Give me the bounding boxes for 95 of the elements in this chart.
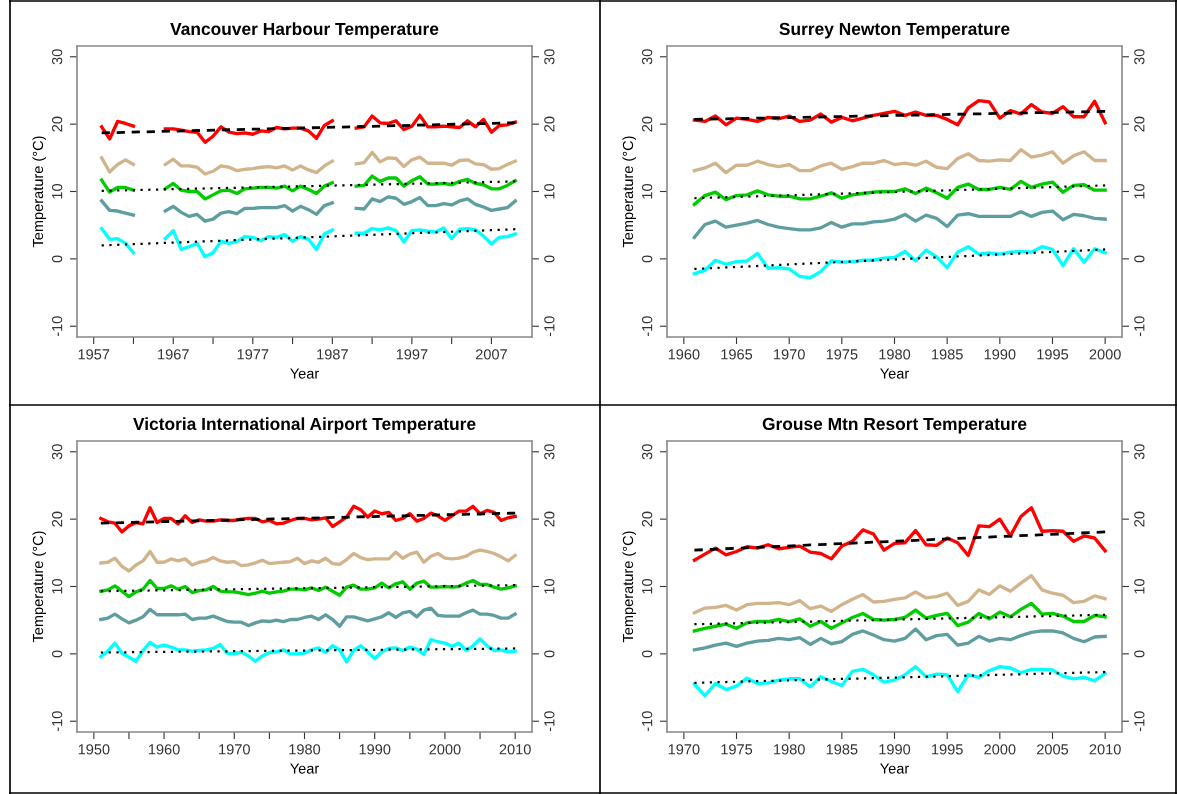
y2-tick-label: 30 — [544, 444, 555, 460]
x-tick-label: 1980 — [289, 744, 321, 755]
x-tick-label: 1950 — [78, 744, 110, 755]
line-series — [692, 148, 1107, 175]
line-series — [99, 548, 517, 573]
y-tick-label: 10 — [641, 183, 653, 199]
y-tick-label: 30 — [51, 444, 63, 460]
y-tick-label: 0 — [641, 650, 653, 658]
x-tick-label: 1975 — [721, 744, 753, 755]
x-tick-label: 1975 — [826, 349, 858, 360]
x-tick-label: 2000 — [984, 744, 1016, 755]
y-axis-title: Temperature (°C) — [622, 531, 637, 643]
line-series — [692, 574, 1107, 615]
y-tick-label: 20 — [641, 511, 653, 527]
y2-tick-label: 0 — [1134, 255, 1145, 263]
y-tick-label: 0 — [51, 255, 63, 263]
y2-tick-label: -10 — [1134, 316, 1145, 337]
y-tick-label: 10 — [51, 578, 63, 594]
y2-tick-label: -10 — [544, 711, 555, 732]
x-tick-label: 1970 — [668, 744, 700, 755]
x-tick-label: 1957 — [78, 349, 110, 360]
y-tick-label: 20 — [51, 116, 63, 132]
line-series — [692, 209, 1107, 239]
y2-tick-label: 20 — [544, 116, 555, 132]
y2-tick-label: 10 — [1134, 183, 1145, 199]
y-axis-title: Temperature (°C) — [32, 136, 47, 248]
x-tick-label: 2010 — [1089, 744, 1121, 755]
y-tick-label: 10 — [641, 578, 653, 594]
x-tick-label: 1990 — [984, 349, 1016, 360]
x-tick-label: 2010 — [499, 744, 531, 755]
x-axis-title: Year — [290, 368, 319, 379]
y-axis-title: Temperature (°C) — [622, 136, 637, 248]
y2-tick-label: -10 — [1134, 711, 1145, 732]
y2-tick-label: 30 — [1134, 49, 1145, 65]
y2-tick-label: 20 — [1134, 116, 1145, 132]
x-tick-label: 1987 — [317, 349, 348, 360]
y-tick-label: 0 — [641, 255, 653, 263]
line-series — [692, 627, 1107, 652]
y2-tick-label: 0 — [544, 255, 555, 263]
x-tick-label: 1985 — [932, 349, 963, 360]
x-tick-label: 2000 — [429, 744, 461, 755]
x-tick-label: 2000 — [1089, 349, 1121, 360]
y2-tick-label: -10 — [544, 316, 555, 337]
chart-title: Vancouver Harbour Temperature — [170, 22, 439, 39]
chart-title: Surrey Newton Temperature — [779, 22, 1010, 39]
x-tick-label: 1997 — [396, 349, 428, 360]
line-series — [692, 506, 1107, 562]
y-tick-label: -10 — [51, 316, 63, 337]
line-series — [99, 578, 517, 599]
x-axis-title: Year — [880, 368, 909, 379]
x-axis-title: Year — [290, 763, 319, 774]
y2-tick-label: 10 — [544, 578, 555, 594]
x-tick-label: 1990 — [879, 744, 911, 755]
line-series — [99, 637, 517, 664]
x-tick-label: 1990 — [359, 744, 391, 755]
chart-title: Victoria International Airport Temperature — [133, 417, 476, 434]
y-tick-label: 0 — [51, 650, 63, 658]
x-tick-label: 1980 — [774, 744, 805, 755]
x-axis-title: Year — [880, 763, 909, 774]
y2-tick-label: 20 — [1134, 511, 1145, 527]
y-tick-label: 10 — [51, 183, 63, 199]
y2-tick-label: 10 — [544, 183, 555, 199]
x-tick-label: 1980 — [879, 349, 911, 360]
x-tick-label: 1967 — [158, 349, 189, 360]
x-tick-label: 1985 — [826, 744, 858, 755]
x-tick-label: 1960 — [668, 349, 700, 360]
chart-title: Grouse Mtn Resort Temperature — [762, 417, 1027, 434]
x-tick-label: 2005 — [1037, 744, 1069, 755]
y-tick-label: 30 — [641, 49, 653, 65]
y-axis-title: Temperature (°C) — [32, 531, 47, 643]
y2-tick-label: 0 — [1134, 650, 1145, 658]
y-tick-label: -10 — [51, 711, 63, 732]
y-tick-label: -10 — [641, 711, 653, 732]
y2-tick-label: 30 — [1134, 444, 1145, 460]
x-tick-label: 1977 — [237, 349, 269, 360]
x-tick-label: 1965 — [721, 349, 753, 360]
line-series — [99, 606, 517, 628]
y2-tick-label: 20 — [544, 511, 555, 527]
y-tick-label: -10 — [641, 316, 653, 337]
line-series — [692, 664, 1107, 698]
y-tick-label: 30 — [641, 444, 653, 460]
x-tick-label: 1960 — [148, 744, 180, 755]
line-series — [692, 245, 1107, 280]
y-tick-label: 20 — [51, 511, 63, 527]
y2-tick-label: 10 — [1134, 578, 1145, 594]
x-tick-label: 1995 — [1037, 349, 1069, 360]
y2-tick-label: 30 — [544, 49, 555, 65]
x-tick-label: 1970 — [774, 349, 805, 360]
x-tick-label: 1995 — [932, 744, 963, 755]
x-tick-label: 1970 — [219, 744, 250, 755]
line-series — [692, 601, 1107, 633]
y2-tick-label: 0 — [544, 650, 555, 658]
y-tick-label: 20 — [641, 116, 653, 132]
y-tick-label: 30 — [51, 49, 63, 65]
x-tick-label: 2007 — [475, 349, 507, 360]
